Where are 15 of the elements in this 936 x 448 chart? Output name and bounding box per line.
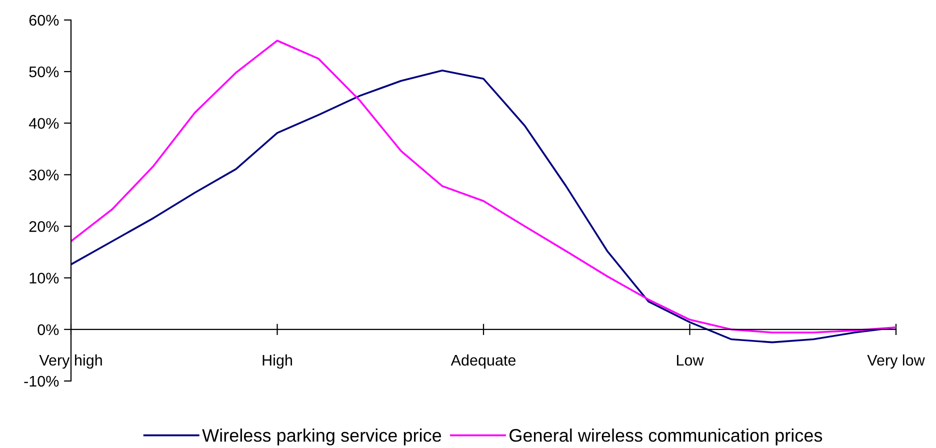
x-tick-label: Low (676, 354, 704, 366)
y-tick-label: 10% (30, 272, 59, 284)
x-tick-label: Very low (867, 354, 925, 369)
legend-label: Wireless parking service price (202, 428, 442, 446)
y-tick-label: 0% (38, 324, 59, 336)
y-tick-label: 30% (29, 170, 59, 180)
y-tick-label: 60% (29, 14, 59, 26)
legend-label: General wireless communication prices (510, 428, 822, 446)
x-tick-label: High (262, 354, 292, 369)
y-tick-label: 50% (29, 66, 59, 78)
y-tick-label: 20% (29, 221, 59, 232)
x-tick-label: Adequate (450, 354, 516, 369)
y-tick-label: -10% (24, 376, 59, 387)
x-tick-label: Very high (39, 354, 102, 369)
y-tick-label: 40% (28, 118, 59, 129)
